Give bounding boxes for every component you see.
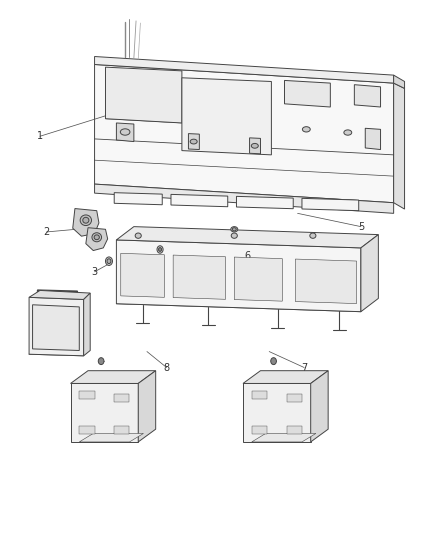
Polygon shape <box>73 208 99 236</box>
Polygon shape <box>365 128 381 150</box>
Ellipse shape <box>302 127 310 132</box>
Polygon shape <box>394 75 405 88</box>
Ellipse shape <box>106 257 113 265</box>
Polygon shape <box>252 426 267 434</box>
Polygon shape <box>84 293 90 356</box>
Polygon shape <box>117 240 361 312</box>
Text: 1: 1 <box>37 131 43 141</box>
Polygon shape <box>243 370 328 383</box>
Polygon shape <box>71 370 155 383</box>
Polygon shape <box>95 56 394 83</box>
Ellipse shape <box>83 217 89 223</box>
Polygon shape <box>188 134 199 150</box>
Polygon shape <box>302 198 359 211</box>
Polygon shape <box>95 184 394 213</box>
Text: 5: 5 <box>358 222 364 232</box>
Polygon shape <box>114 394 130 402</box>
Ellipse shape <box>190 139 197 144</box>
Ellipse shape <box>344 130 352 135</box>
Polygon shape <box>71 383 138 442</box>
Polygon shape <box>32 305 79 351</box>
Polygon shape <box>394 83 405 209</box>
Polygon shape <box>79 433 144 442</box>
Polygon shape <box>117 227 378 248</box>
Polygon shape <box>252 391 267 399</box>
Ellipse shape <box>232 228 236 231</box>
Ellipse shape <box>251 143 258 148</box>
Ellipse shape <box>271 358 276 365</box>
Ellipse shape <box>157 246 163 253</box>
Ellipse shape <box>310 233 316 238</box>
Ellipse shape <box>159 248 162 252</box>
Polygon shape <box>295 259 357 304</box>
Polygon shape <box>354 85 381 107</box>
Text: 7: 7 <box>301 362 307 373</box>
Ellipse shape <box>231 233 237 238</box>
Ellipse shape <box>80 215 92 225</box>
Ellipse shape <box>120 129 130 135</box>
Ellipse shape <box>98 358 104 365</box>
Polygon shape <box>79 391 95 399</box>
Polygon shape <box>117 123 134 142</box>
Polygon shape <box>361 235 378 312</box>
Polygon shape <box>121 253 164 297</box>
Polygon shape <box>79 426 95 434</box>
Polygon shape <box>237 196 293 209</box>
Ellipse shape <box>92 233 102 242</box>
Ellipse shape <box>107 259 111 264</box>
Ellipse shape <box>94 235 99 240</box>
Polygon shape <box>287 426 302 434</box>
Polygon shape <box>29 297 84 356</box>
Text: 4: 4 <box>35 332 41 342</box>
Polygon shape <box>29 290 90 300</box>
Polygon shape <box>86 228 108 251</box>
Polygon shape <box>173 255 226 300</box>
Polygon shape <box>250 138 261 154</box>
Polygon shape <box>114 426 130 434</box>
Polygon shape <box>171 195 228 207</box>
Polygon shape <box>114 192 162 205</box>
Polygon shape <box>138 370 155 442</box>
Text: 6: 6 <box>244 251 251 261</box>
Polygon shape <box>243 383 311 442</box>
Polygon shape <box>95 64 394 203</box>
Text: 3: 3 <box>92 267 98 277</box>
Polygon shape <box>311 370 328 442</box>
Polygon shape <box>287 394 302 402</box>
Polygon shape <box>106 67 182 123</box>
Ellipse shape <box>231 227 238 232</box>
Text: 8: 8 <box>163 362 170 373</box>
Ellipse shape <box>135 233 141 238</box>
Text: 2: 2 <box>43 227 49 237</box>
Polygon shape <box>234 257 283 301</box>
Polygon shape <box>285 80 330 107</box>
Polygon shape <box>182 78 272 155</box>
Polygon shape <box>252 433 316 442</box>
